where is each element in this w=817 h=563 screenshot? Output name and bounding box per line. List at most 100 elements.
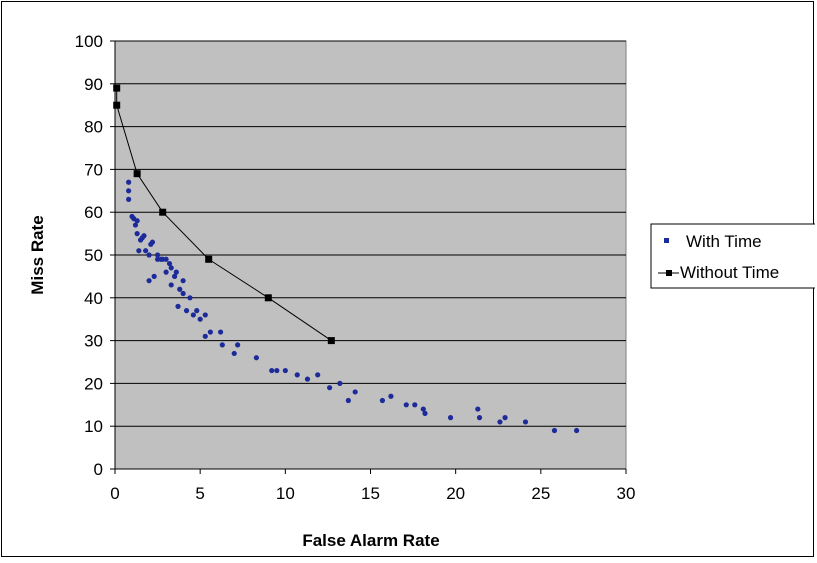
data-point xyxy=(447,415,454,421)
data-point xyxy=(132,222,139,228)
data-point xyxy=(379,397,386,404)
x-tick-label: 30 xyxy=(617,484,636,503)
data-point xyxy=(294,372,300,378)
y-tick-label: 100 xyxy=(75,32,103,51)
data-point xyxy=(551,427,558,434)
data-point xyxy=(422,410,428,416)
data-point xyxy=(420,406,426,412)
y-tick-labels: 0 10 20 30 40 50 60 70 80 90 100 xyxy=(75,32,103,479)
data-point xyxy=(345,397,351,404)
legend: With Time Without Time xyxy=(650,223,817,289)
data-point xyxy=(274,367,280,374)
data-point xyxy=(282,367,288,374)
data-point xyxy=(183,308,190,314)
data-point xyxy=(327,337,335,345)
data-point xyxy=(207,329,213,335)
legend-label-without-time: Without Time xyxy=(680,263,779,282)
data-point xyxy=(352,389,358,395)
y-tick-label: 40 xyxy=(84,289,103,308)
data-point xyxy=(388,393,394,399)
data-point xyxy=(151,273,157,279)
data-point xyxy=(194,308,200,314)
data-point xyxy=(126,179,132,185)
data-point xyxy=(154,252,161,258)
data-point xyxy=(253,355,259,361)
data-point xyxy=(168,265,174,271)
series-0 xyxy=(126,179,580,434)
x-tick-label: 5 xyxy=(195,484,204,503)
data-point xyxy=(202,312,208,318)
data-point xyxy=(146,252,152,258)
data-point xyxy=(187,295,193,301)
data-point xyxy=(304,376,311,382)
legend-marker-with-time xyxy=(664,238,669,243)
legend-label-with-time: With Time xyxy=(686,232,762,251)
data-point xyxy=(180,278,186,284)
y-tick-label: 10 xyxy=(84,417,103,436)
data-point xyxy=(202,333,208,339)
gridlines xyxy=(115,40,626,427)
data-point xyxy=(180,290,186,297)
y-tick-label: 0 xyxy=(94,460,103,479)
data-point xyxy=(149,239,156,245)
data-point xyxy=(476,415,483,421)
legend-marker-without-time xyxy=(666,270,672,276)
y-tick-label: 30 xyxy=(84,332,103,351)
data-point xyxy=(315,372,321,378)
data-point xyxy=(172,273,178,279)
data-point xyxy=(522,419,529,425)
x-axis-title: False Alarm Rate xyxy=(302,531,439,550)
data-point xyxy=(218,329,224,335)
data-point xyxy=(235,342,241,348)
data-point xyxy=(163,269,169,275)
data-point xyxy=(173,269,179,275)
data-point xyxy=(269,367,275,374)
axes xyxy=(110,40,627,474)
data-point xyxy=(337,380,343,386)
data-point xyxy=(168,282,174,288)
data-point xyxy=(497,419,503,425)
data-point xyxy=(146,278,152,284)
data-point xyxy=(502,415,508,421)
x-tick-label: 10 xyxy=(276,484,295,503)
data-point xyxy=(175,303,181,309)
data-point xyxy=(113,101,121,109)
data-point xyxy=(163,256,169,262)
data-point xyxy=(159,208,167,216)
data-point xyxy=(475,406,481,412)
data-point xyxy=(113,84,121,92)
data-point xyxy=(177,286,183,292)
data-point xyxy=(219,342,225,348)
data-point xyxy=(197,316,203,322)
y-tick-label: 80 xyxy=(84,118,103,137)
data-point xyxy=(126,188,132,194)
data-point xyxy=(205,255,213,263)
x-tick-labels: 0 5 10 15 20 25 30 xyxy=(110,484,635,503)
data-point xyxy=(574,427,580,434)
y-tick-label: 70 xyxy=(84,160,103,179)
data-point xyxy=(327,385,333,391)
data-point xyxy=(403,402,409,408)
data-point xyxy=(134,231,140,237)
data-point xyxy=(264,294,272,302)
legend-box xyxy=(650,223,817,289)
data-point xyxy=(231,350,237,357)
data-point xyxy=(190,312,196,318)
x-tick-label: 15 xyxy=(361,484,380,503)
x-tick-label: 0 xyxy=(110,484,119,503)
y-tick-label: 20 xyxy=(84,374,103,393)
y-tick-label: 90 xyxy=(84,75,103,94)
y-tick-label: 50 xyxy=(84,246,103,265)
series-1 xyxy=(113,84,335,345)
data-point xyxy=(141,233,147,239)
y-tick-label: 60 xyxy=(84,203,103,222)
x-tick-label: 20 xyxy=(446,484,465,503)
data-point xyxy=(143,248,149,254)
data-point xyxy=(134,218,140,224)
series-layer xyxy=(113,84,580,434)
y-axis-title: Miss Rate xyxy=(28,215,47,294)
data-point xyxy=(166,260,173,267)
data-point xyxy=(136,248,142,254)
